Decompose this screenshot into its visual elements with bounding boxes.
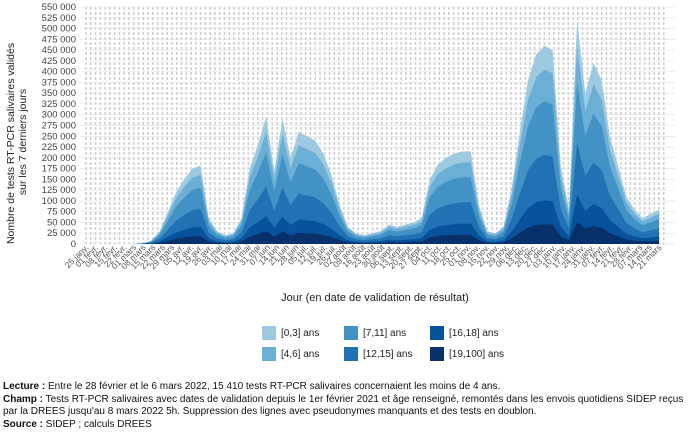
legend-swatch-7-11 [344,326,358,340]
note-champ: Champ : Tests RT-PCR salivaires avec dat… [3,394,687,419]
legend-item-7-11: [7,11] ans [344,326,406,340]
y-tick-label: 275 000 [42,121,76,132]
legend-swatch-19-100 [430,347,444,361]
legend-item-16-18: [16,18] ans [430,326,498,340]
note-champ-text: Tests RT-PCR salivaires avec dates de va… [3,393,684,418]
legend-item-12-15: [12,15] ans [344,347,412,361]
note-lecture: Lecture : Entre le 28 février et le 6 ma… [3,381,687,394]
note-source-text: SIDEP ; calculs DREES [43,418,152,430]
y-tick-label: 50 000 [47,217,76,228]
y-tick-label: 150 000 [42,174,76,185]
y-tick-label: 525 000 [42,13,76,24]
note-lecture-text: Entre le 28 février et le 6 mars 2022, 1… [45,381,501,392]
note-source: Source : SIDEP ; calculs DREES [3,419,687,432]
area-7-11-ans [86,82,659,244]
legend: [0,3] ans [4,6] ans [7,11] ans [12,15] a… [262,326,522,362]
y-tick-label: 400 000 [42,67,76,78]
y-tick-label: 200 000 [42,153,76,164]
note-source-label: Source : [3,418,44,430]
legend-label-4-6: [4,6] ans [281,348,320,360]
legend-item-4-6: [4,6] ans [262,347,319,361]
y-tick-label: 250 000 [42,131,76,142]
legend-swatch-0-3 [262,326,276,340]
y-tick-label: 75 000 [47,207,76,218]
y-axis-label: Nombre de tests RT-PCR salivaires validé… [5,40,29,244]
area-19-100-ans [86,221,659,244]
y-tick-label: 300 000 [42,110,76,121]
y-tick-label: 125 000 [42,185,76,196]
y-tick-label: 425 000 [42,56,76,67]
y-tick-label: 450 000 [42,45,76,56]
legend-item-0-3: [0,3] ans [262,326,319,340]
note-lecture-label: Lecture : [3,381,46,392]
y-tick-label: 550 000 [42,2,76,13]
legend-item-19-100: [19,100] ans [430,347,504,361]
legend-label-12-15: [12,15] ans [363,348,413,360]
y-tick-label: 0 [71,239,76,250]
legend-swatch-12-15 [344,347,358,361]
y-tick-label: 500 000 [42,24,76,35]
y-tick-label: 350 000 [42,88,76,99]
area-12-15-ans [86,143,659,244]
y-tick-label: 325 000 [42,99,76,110]
legend-label-0-3: [0,3] ans [281,327,320,339]
legend-label-7-11: [7,11] ans [363,327,407,339]
area-16-18-ans [86,194,659,244]
chart-notes: Lecture : Entre le 28 février et le 6 ma… [3,381,687,431]
legend-swatch-16-18 [430,326,444,340]
y-tick-label: 100 000 [42,196,76,207]
y-tick-label: 25 000 [47,228,76,239]
y-tick-label: 375 000 [42,77,76,88]
y-tick-label: 175 000 [42,164,76,175]
y-tick-label: 475 000 [42,34,76,45]
x-axis-label: Jour (en date de validation de résultat) [281,292,469,304]
y-tick-label: 225 000 [42,142,76,153]
x-axis-ticks: 25 janv.01 févr.08 févr.15 févr.22 févr.… [63,242,664,271]
legend-label-19-100: [19,100] ans [449,348,505,360]
legend-swatch-4-6 [262,347,276,361]
area-series [86,19,659,245]
note-champ-label: Champ : [3,393,43,405]
legend-label-16-18: [16,18] ans [449,327,499,339]
